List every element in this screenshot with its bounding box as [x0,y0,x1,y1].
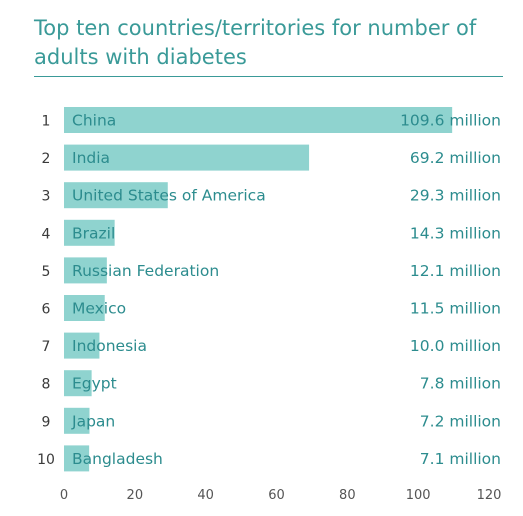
x-tick-label: 100 [406,488,431,503]
category-label: Mexico [72,300,126,318]
rank-label: 9 [42,414,51,430]
rank-label: 6 [42,302,51,318]
bar-1 [64,107,453,133]
title-underline [34,76,503,77]
bar-6 [64,295,105,321]
value-label: 11.5 million [410,300,501,318]
rank-label: 4 [42,226,51,242]
bar-7 [64,332,100,359]
category-label: United States of America [72,187,266,205]
bar-3 [64,182,168,209]
value-label: 14.3 million [410,224,501,242]
value-label: 12.1 million [410,262,501,280]
rank-label: 2 [42,151,51,167]
bar-8 [64,370,92,397]
rank-label: 1 [42,114,51,130]
value-label: 7.1 million [420,450,501,468]
x-tick-label: 60 [268,488,285,503]
x-tick-label: 80 [339,488,356,503]
value-label: 7.2 million [420,412,501,430]
rank-label: 7 [42,339,51,355]
category-label: India [72,149,110,167]
chart-title: Top ten countries/territories for number… [34,16,477,69]
bar-4 [64,219,115,246]
bar-9 [64,407,90,434]
category-label: Egypt [72,375,117,393]
bar-10 [64,445,90,472]
value-label: 109.6 million [400,112,501,130]
x-tick-label: 0 [60,488,68,503]
bar-5 [64,257,107,284]
value-label: 10.0 million [410,337,501,355]
rank-label: 3 [42,189,51,205]
value-label: 69.2 million [410,149,501,167]
value-label: 29.3 million [410,187,501,205]
rank-label: 10 [37,452,55,468]
x-tick-label: 40 [197,488,214,503]
category-label: China [72,112,116,130]
x-tick-label: 120 [477,488,502,503]
category-label: Bangladesh [72,450,163,468]
rank-label: 5 [42,264,51,280]
bar-2 [64,144,310,171]
rank-label: 8 [42,377,51,393]
value-label: 7.8 million [420,375,501,393]
category-label: Russian Federation [72,262,219,280]
category-label: Brazil [72,224,115,242]
category-label: Indonesia [72,337,147,355]
category-label: Japan [71,412,115,430]
x-tick-label: 20 [127,488,144,503]
